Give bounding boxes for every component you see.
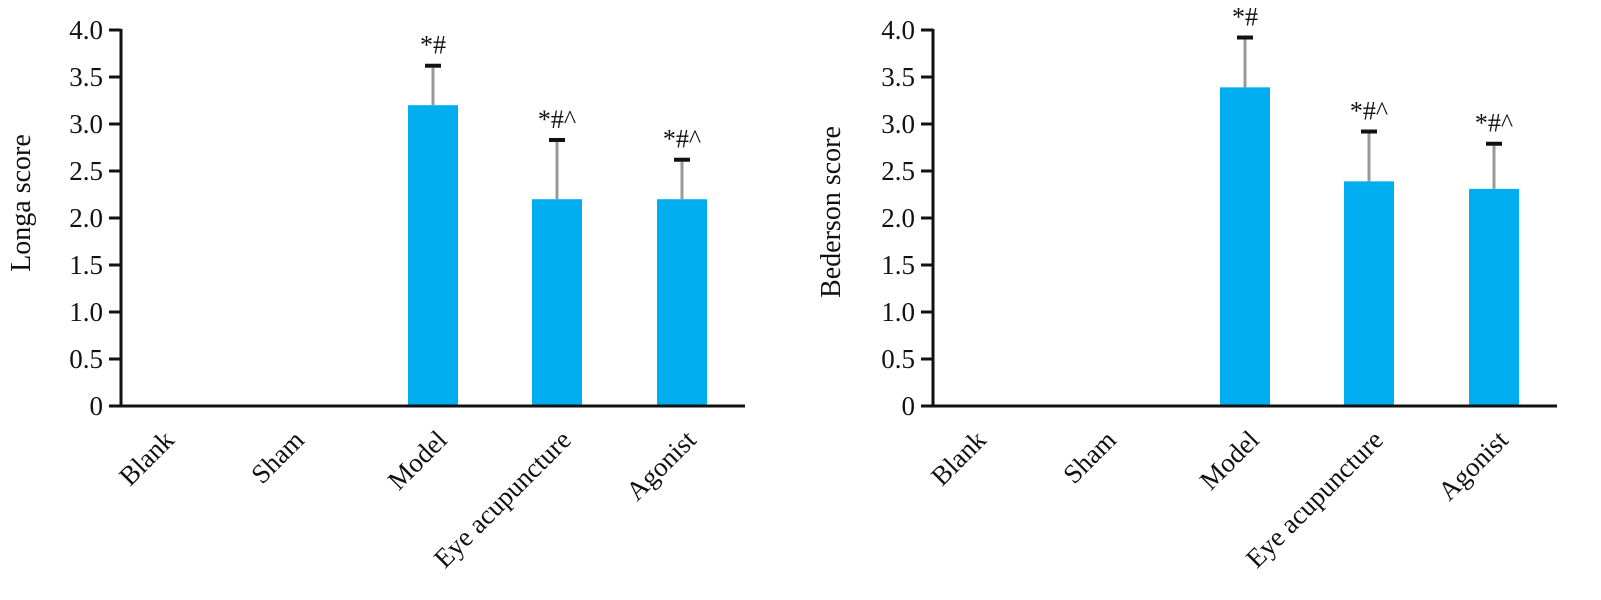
bar-agonist — [657, 199, 707, 406]
significance-label: *# — [420, 31, 446, 60]
y-tick-label: 0.5 — [69, 344, 103, 374]
x-tick-label: Blank — [925, 424, 992, 491]
y-tick-label: 2.0 — [69, 203, 103, 233]
y-tick-label: 4.0 — [69, 15, 103, 45]
significance-label: *#^ — [538, 105, 576, 134]
significance-label: *# — [1232, 3, 1258, 32]
y-tick-label: 0.5 — [881, 344, 915, 374]
x-tick-label: Sham — [245, 425, 310, 490]
chart-panel-2: Blank Sham*#Model*#^Eye acupuncture*#^Ago… — [816, 3, 1557, 574]
x-tick-label: Sham — [1057, 425, 1122, 490]
y-tick-label: 2.5 — [881, 156, 915, 186]
y-tick-label: 0 — [90, 391, 104, 421]
y-tick-label: 3.0 — [69, 109, 103, 139]
bar-eye-acupuncture — [1344, 181, 1394, 406]
y-tick-label: 2.0 — [881, 203, 915, 233]
y-tick-label: 0 — [902, 391, 916, 421]
y-tick-label: 3.5 — [881, 62, 915, 92]
x-tick-label: Blank — [113, 424, 180, 491]
x-tick-label: Agonist — [620, 424, 702, 506]
y-axis-title: Longa score — [6, 134, 37, 272]
y-tick-label: 2.5 — [69, 156, 103, 186]
y-tick-label: 1.5 — [69, 250, 103, 280]
significance-label: *#^ — [1475, 109, 1513, 138]
y-axis-title: Bederson score — [816, 126, 847, 298]
bar-agonist — [1469, 188, 1519, 406]
y-tick-label: 1.0 — [881, 297, 915, 327]
y-tick-label: 1.0 — [69, 297, 103, 327]
bar-eye-acupuncture — [532, 199, 582, 406]
y-tick-label: 1.5 — [881, 250, 915, 280]
bar-model — [408, 105, 458, 406]
y-tick-label: 3.0 — [881, 109, 915, 139]
chart-panel-1: Blank Sham*#Model*#^Eye acupuncture*#^Ago… — [6, 15, 745, 574]
y-tick-label: 3.5 — [69, 62, 103, 92]
x-tick-label: Agonist — [1432, 424, 1514, 506]
x-tick-label: Model — [382, 425, 453, 496]
significance-label: *#^ — [1350, 97, 1388, 126]
significance-label: *#^ — [663, 125, 701, 154]
y-tick-label: 4.0 — [881, 15, 915, 45]
x-tick-label: Model — [1194, 425, 1265, 496]
bar-model — [1220, 87, 1270, 406]
